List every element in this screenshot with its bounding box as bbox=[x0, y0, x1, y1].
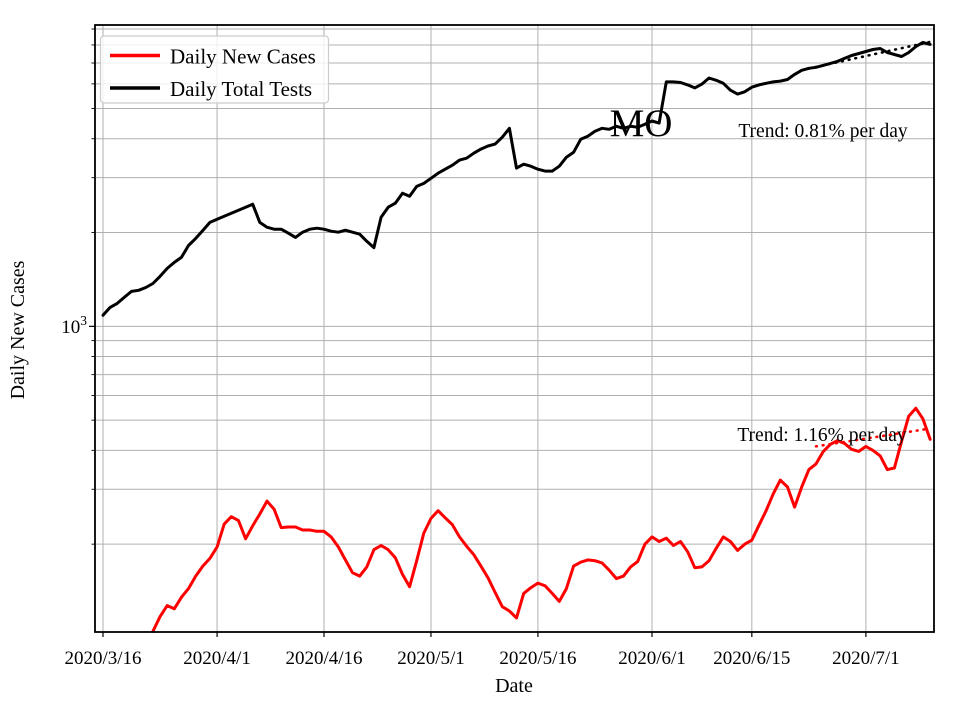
x-axis-label: Date bbox=[495, 675, 533, 697]
plot-spines bbox=[94, 24, 935, 633]
state-annotation: MO bbox=[610, 102, 673, 145]
tests-line bbox=[101, 40, 932, 317]
cases-trend-label: Trend: 1.16% per day bbox=[737, 425, 907, 446]
x-tick-label: 2020/5/1 bbox=[397, 648, 465, 669]
cases-line bbox=[151, 406, 932, 633]
x-tick-label: 2020/6/15 bbox=[713, 648, 790, 669]
tests-trend-line bbox=[807, 40, 932, 70]
legend-label: Daily New Cases bbox=[170, 45, 316, 69]
cases-trend-line bbox=[814, 427, 932, 448]
y-axis-label: Daily New Cases bbox=[7, 260, 29, 399]
x-tick-label: 2020/4/16 bbox=[285, 648, 362, 669]
x-tick-labels: 2020/3/16 2020/4/1 2020/4/16 2020/5/1 2020/5… bbox=[64, 648, 899, 669]
x-tick-label: 2020/7/1 bbox=[832, 648, 900, 669]
x-tick-label: 2020/5/16 bbox=[499, 648, 576, 669]
legend: Daily New Cases Daily Total Tests bbox=[99, 35, 330, 104]
gridlines bbox=[95, 25, 934, 632]
tests-trend-label: Trend: 0.81% per day bbox=[738, 121, 908, 142]
y-tick-label-1000: 103 bbox=[61, 313, 87, 338]
data-series bbox=[101, 40, 932, 633]
x-tick-label: 2020/3/16 bbox=[64, 648, 141, 669]
x-tick-label: 2020/6/1 bbox=[618, 648, 686, 669]
legend-label: Daily Total Tests bbox=[170, 77, 312, 101]
x-tick-label: 2020/4/1 bbox=[183, 648, 251, 669]
